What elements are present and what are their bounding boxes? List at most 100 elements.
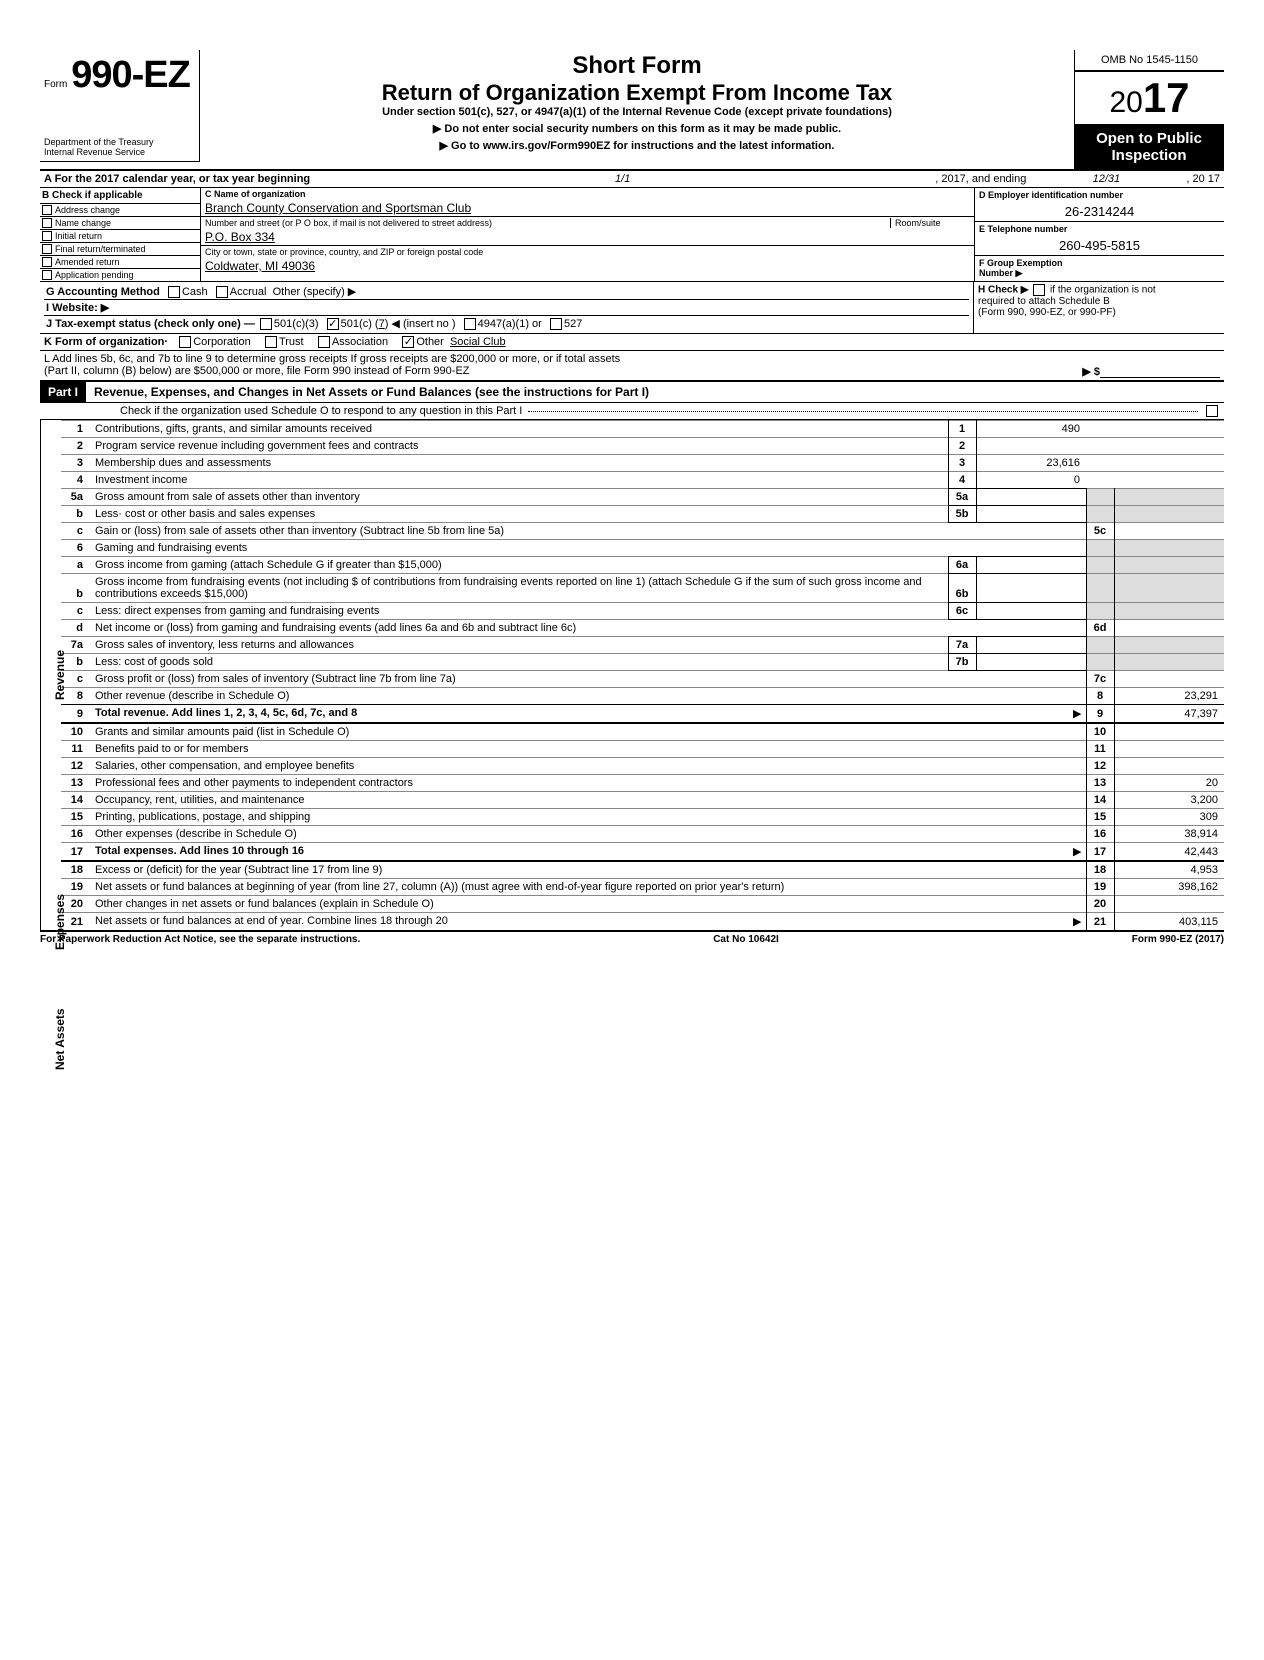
section-g-label: G Accounting Method (46, 286, 160, 298)
part1-label: Part I (40, 382, 86, 402)
amt-21: 403,115 (1114, 913, 1224, 931)
line-21: Net assets or fund balances at end of ye… (91, 913, 1086, 931)
footer-left: For Paperwork Reduction Act Notice, see … (40, 934, 360, 945)
form-number: Form 990-EZ (44, 54, 195, 97)
line-7b: Less: cost of goods sold (91, 654, 948, 671)
line-12: Salaries, other compensation, and employ… (91, 758, 1086, 775)
chk-other[interactable] (402, 336, 414, 348)
chk-trust[interactable] (265, 336, 277, 348)
line-6a: Gross income from gaming (attach Schedul… (91, 557, 948, 574)
chk-501c[interactable] (327, 318, 339, 330)
amt-14: 3,200 (1114, 792, 1224, 809)
section-f-label: F Group ExemptionNumber ▶ (975, 255, 1224, 281)
instructions-link: ▶ Go to www.irs.gov/Form990EZ for instru… (206, 139, 1068, 152)
addr-label: Number and street (or P O box, if mail i… (205, 218, 890, 228)
line-6d: Net income or (loss) from gaming and fun… (91, 620, 1086, 637)
line-a-begin: 1/1 (310, 173, 935, 185)
line-18: Excess or (deficit) for the year (Subtra… (91, 861, 1086, 879)
tax-year: 2017 (1074, 71, 1224, 125)
omb-number: OMB No 1545-1150 (1074, 50, 1224, 71)
section-h-l1: H Check ▶ (978, 285, 1028, 296)
org-address: P.O. Box 334 (201, 229, 974, 245)
line-5c: Gain or (loss) from sale of assets other… (91, 523, 1086, 540)
line-a-label: A For the 2017 calendar year, or tax yea… (44, 173, 310, 185)
org-name: Branch County Conservation and Sportsman… (201, 200, 974, 216)
amt-13: 20 (1114, 775, 1224, 792)
section-l-line1: L Add lines 5b, 6c, and 7b to line 9 to … (44, 353, 1220, 365)
room-label: Room/suite (890, 218, 970, 228)
open-to-public: Open to Public Inspection (1074, 125, 1224, 169)
section-j-label: J Tax-exempt status (check only one) — (46, 318, 255, 330)
line-15: Printing, publications, postage, and shi… (91, 809, 1086, 826)
scan-side-stamp: 29492090712 8 (1259, 0, 1264, 70)
section-i-label: I Website: ▶ (46, 301, 109, 314)
line-a-endyear: , 20 17 (1186, 173, 1220, 185)
amt-8: 23,291 (1114, 688, 1224, 705)
chk-4947[interactable] (464, 318, 476, 330)
chk-accrual[interactable] (216, 286, 228, 298)
line-6c: Less: direct expenses from gaming and fu… (91, 603, 948, 620)
amt-16: 38,914 (1114, 826, 1224, 843)
chk-amended-return[interactable]: Amended return (40, 255, 200, 268)
title-return: Return of Organization Exempt From Incom… (206, 80, 1068, 106)
part1-check-line: Check if the organization used Schedule … (120, 405, 522, 417)
amt-15: 309 (1114, 809, 1224, 826)
chk-application-pending[interactable]: Application pending (40, 268, 200, 281)
amt-7c (1114, 671, 1224, 688)
section-l-line2: (Part II, column (B) below) are $500,000… (44, 365, 1082, 378)
line-9: Total revenue. Add lines 1, 2, 3, 4, 5c,… (91, 705, 1086, 724)
line-4: Investment income (91, 472, 948, 489)
amt-2 (976, 438, 1086, 455)
expenses-side-label: Expenses (53, 894, 67, 950)
section-c-label: C Name of organization (201, 188, 974, 200)
chk-part1-schedo[interactable] (1206, 405, 1218, 417)
netassets-side-label: Net Assets (53, 1009, 67, 1071)
line-1: Contributions, gifts, grants, and simila… (91, 421, 948, 438)
line-16: Other expenses (describe in Schedule O) (91, 826, 1086, 843)
telephone: 260-495-5815 (975, 236, 1224, 255)
line-5a: Gross amount from sale of assets other t… (91, 489, 948, 506)
section-b-header: B Check if applicable (40, 188, 200, 203)
amt-1: 490 (976, 421, 1086, 438)
line-14: Occupancy, rent, utilities, and maintena… (91, 792, 1086, 809)
line-10: Grants and similar amounts paid (list in… (91, 723, 1086, 741)
warning-ssn: ▶ Do not enter social security numbers o… (206, 122, 1068, 135)
line-6: Gaming and fundraising events (91, 540, 1086, 557)
city-label: City or town, state or province, country… (201, 245, 974, 258)
revenue-side-label: Revenue (53, 650, 67, 700)
section-k-label: K Form of organization· (44, 336, 168, 348)
amt-6d (1114, 620, 1224, 637)
line-7a: Gross sales of inventory, less returns a… (91, 637, 948, 654)
line-8: Other revenue (describe in Schedule O) (91, 688, 1086, 705)
line-19: Net assets or fund balances at beginning… (91, 879, 1086, 896)
amt-9: 47,397 (1114, 705, 1224, 724)
chk-final-return[interactable]: Final return/terminated (40, 242, 200, 255)
line-2: Program service revenue including govern… (91, 438, 948, 455)
chk-corp[interactable] (179, 336, 191, 348)
chk-initial-return[interactable]: Initial return (40, 229, 200, 242)
ein: 26-2314244 (975, 202, 1224, 221)
chk-527[interactable] (550, 318, 562, 330)
title-short-form: Short Form (206, 52, 1068, 80)
chk-h[interactable] (1033, 284, 1045, 296)
amt-4: 0 (976, 472, 1086, 489)
amt-5c (1114, 523, 1224, 540)
org-city: Coldwater, MI 49036 (201, 258, 974, 274)
chk-cash[interactable] (168, 286, 180, 298)
section-l-arrow: ▶ $ (1082, 365, 1100, 378)
dept-irs: Internal Revenue Service (44, 147, 195, 157)
dept-treasury: Department of the Treasury (44, 137, 195, 147)
amt-19: 398,162 (1114, 879, 1224, 896)
footer-mid: Cat No 10642I (713, 934, 779, 945)
chk-address-change[interactable]: Address change (40, 203, 200, 216)
line-3: Membership dues and assessments (91, 455, 948, 472)
chk-assoc[interactable] (318, 336, 330, 348)
chk-501c3[interactable] (260, 318, 272, 330)
subtitle: Under section 501(c), 527, or 4947(a)(1)… (206, 106, 1068, 118)
section-e-label: E Telephone number (975, 221, 1224, 236)
amt-17: 42,443 (1114, 843, 1224, 862)
line-20: Other changes in net assets or fund bala… (91, 896, 1086, 913)
chk-name-change[interactable]: Name change (40, 216, 200, 229)
line-6b: Gross income from fundraising events (no… (91, 574, 948, 603)
line-5b: Less· cost or other basis and sales expe… (91, 506, 948, 523)
